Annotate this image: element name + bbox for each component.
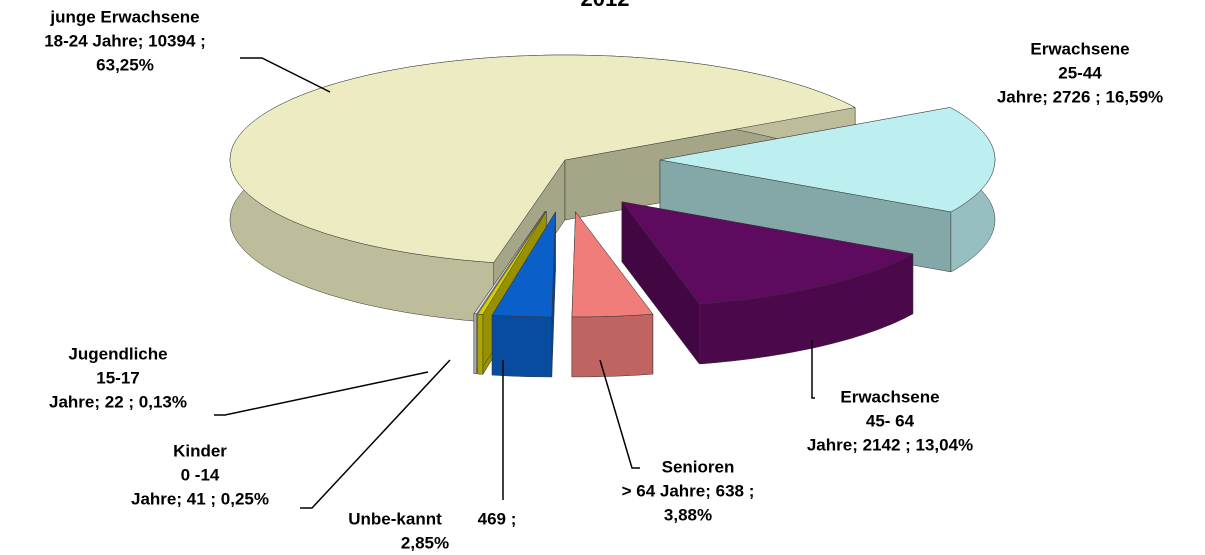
data-label: 25-44 (1058, 63, 1102, 82)
slice (491, 211, 556, 378)
slice-top (229, 54, 856, 263)
data-label: Unbe-kannt (348, 509, 442, 528)
data-label: 45- 64 (866, 411, 915, 430)
slice-wall (477, 313, 484, 375)
data-label: Jahre; 2726 ; 16,59% (997, 87, 1163, 106)
leader-line (240, 57, 331, 93)
chart-title: 2012 (581, 0, 630, 11)
slice-top (571, 211, 654, 318)
data-label: 18-24 Jahre; 10394 ; (44, 31, 206, 50)
slice-wall (473, 313, 477, 375)
slice (621, 201, 914, 365)
data-label: Jugendliche (68, 344, 167, 363)
leader-line (214, 371, 429, 416)
leader-line (599, 359, 640, 469)
data-label: 2,85% (401, 533, 449, 552)
slice-top (491, 211, 556, 318)
slice-top (659, 107, 996, 213)
data-label: 3,88% (664, 505, 712, 524)
data-label: Jahre; 2142 ; 13,04% (807, 435, 973, 454)
slice-wall (571, 313, 654, 378)
data-label: 63,25% (96, 55, 154, 74)
data-label: Senioren (662, 457, 735, 476)
leader-line (811, 340, 815, 399)
slice (571, 211, 654, 378)
slice-top (477, 211, 547, 315)
data-label: junge Erwachsene (49, 7, 199, 26)
slice-top (621, 201, 914, 305)
data-label: > 64 Jahre; 638 ; (622, 481, 755, 500)
data-label: 469 ; (478, 509, 517, 528)
data-label: Erwachsene (1030, 39, 1129, 58)
data-label: Erwachsene (840, 387, 939, 406)
data-label: Jahre; 22 ; 0,13% (49, 392, 187, 411)
data-label: 15-17 (96, 368, 139, 387)
slice-top (473, 210, 546, 315)
leader-line (300, 359, 451, 509)
data-label: Kinder (173, 441, 227, 460)
slice-wall (491, 314, 553, 378)
data-label: Jahre; 41 ; 0,25% (131, 489, 269, 508)
data-label: 0 -14 (181, 465, 220, 484)
slice (659, 106, 996, 273)
